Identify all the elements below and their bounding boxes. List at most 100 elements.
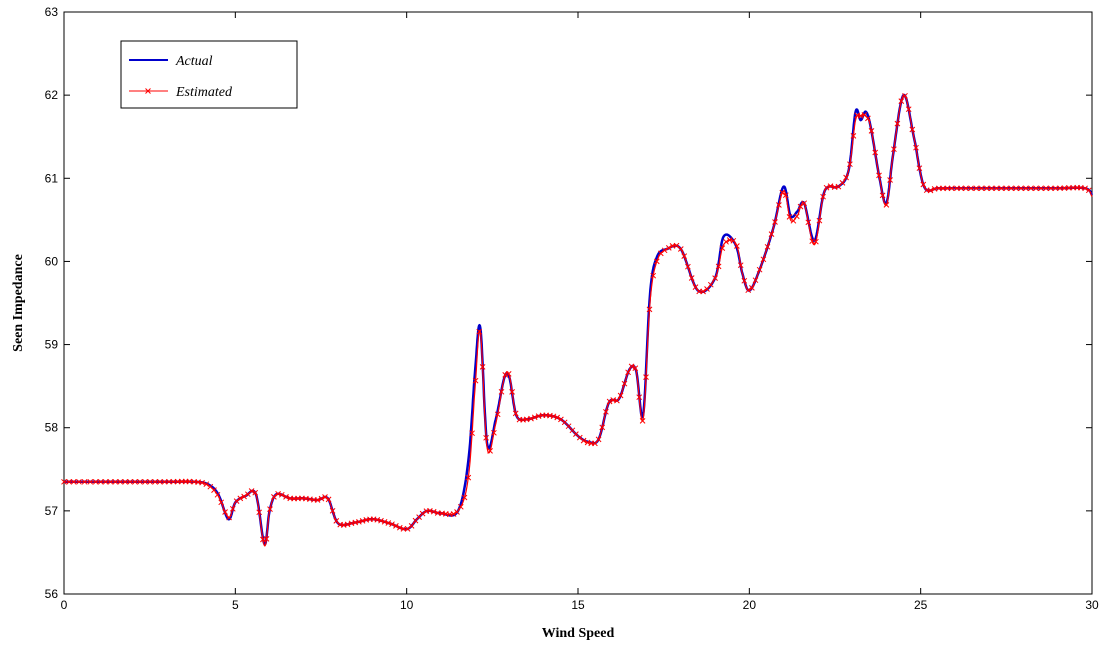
marker-estimated: [764, 243, 771, 250]
marker-estimated: [329, 507, 336, 514]
marker-estimated: [688, 275, 695, 281]
marker-estimated: [92, 478, 99, 485]
marker-estimated: [820, 193, 826, 200]
marker-estimated: [498, 388, 505, 395]
marker-estimated: [142, 478, 148, 485]
marker-estimated: [772, 219, 778, 225]
marker-estimated: [318, 495, 325, 502]
marker-estimated: [876, 172, 882, 179]
marker-estimated: [768, 231, 775, 237]
marker-estimated: [948, 185, 955, 192]
marker-estimated: [252, 489, 259, 496]
marker-estimated: [278, 491, 285, 498]
marker-estimated: [76, 478, 82, 485]
marker-estimated: [944, 185, 951, 192]
marker-estimated: [730, 237, 737, 244]
marker-estimated: [117, 478, 124, 485]
marker-estimated: [214, 491, 221, 498]
marker-estimated: [87, 478, 94, 485]
marker-estimated: [271, 494, 277, 500]
series-markers: [61, 92, 1092, 543]
marker-estimated: [233, 498, 240, 504]
marker-estimated: [389, 521, 395, 528]
marker-estimated: [779, 189, 786, 196]
marker-estimated: [685, 263, 691, 270]
marker-estimated: [229, 505, 236, 512]
marker-estimated: [550, 413, 557, 420]
marker-estimated: [650, 272, 657, 279]
marker-estimated: [157, 478, 163, 485]
marker-estimated: [599, 424, 606, 431]
marker-estimated: [263, 536, 270, 542]
marker-estimated: [700, 288, 706, 295]
y-tick-label: 61: [45, 171, 59, 185]
marker-estimated: [97, 478, 104, 485]
marker-estimated: [102, 478, 109, 485]
marker-estimated: [843, 174, 849, 181]
marker-estimated: [408, 523, 415, 529]
x-tick-label: 30: [1085, 598, 1099, 612]
marker-estimated: [614, 397, 620, 404]
marker-estimated: [325, 496, 332, 503]
marker-estimated: [203, 481, 210, 488]
marker-estimated: [505, 371, 512, 377]
marker-estimated: [1085, 187, 1092, 194]
marker-estimated: [940, 185, 946, 192]
marker-estimated: [465, 474, 472, 481]
marker-estimated: [782, 192, 789, 199]
marker-estimated: [483, 434, 489, 441]
marker-estimated: [66, 478, 72, 485]
marker-estimated: [314, 497, 321, 503]
marker-estimated: [902, 92, 908, 99]
marker-estimated: [606, 398, 613, 405]
marker-estimated: [1057, 185, 1063, 192]
marker-estimated: [509, 389, 515, 395]
marker-estimated: [107, 478, 114, 485]
marker-estimated: [122, 478, 129, 485]
marker-estimated: [805, 219, 812, 226]
marker-estimated: [1066, 185, 1072, 191]
marker-estimated: [719, 245, 726, 251]
marker-estimated: [1008, 185, 1015, 192]
marker-estimated: [132, 478, 138, 485]
plot-frame: [63, 11, 1093, 595]
marker-estimated: [712, 275, 718, 281]
marker-estimated: [1047, 185, 1054, 192]
marker-estimated: [756, 266, 763, 273]
marker-estimated: [491, 429, 497, 436]
marker-estimated: [734, 243, 740, 249]
y-tick-label: 63: [45, 5, 59, 19]
marker-estimated: [430, 508, 437, 515]
marker-estimated: [749, 285, 755, 291]
marker-estimated: [1082, 185, 1088, 192]
marker-estimated: [400, 526, 407, 532]
marker-estimated: [872, 149, 879, 156]
marker-estimated: [865, 115, 871, 122]
marker-estimated: [461, 494, 468, 501]
marker-estimated: [558, 416, 564, 423]
x-tick-label: 20: [743, 598, 757, 612]
marker-estimated: [137, 478, 143, 485]
marker-estimated: [646, 306, 653, 313]
marker-estimated: [760, 256, 767, 263]
y-tick-label: 57: [45, 504, 59, 518]
marker-estimated: [617, 392, 624, 399]
x-axis-label: Wind Speed: [542, 626, 615, 641]
marker-estimated: [625, 369, 631, 376]
marker-estimated: [476, 328, 483, 335]
marker-estimated: [603, 408, 609, 415]
marker-estimated: [715, 263, 722, 270]
marker-estimated: [954, 185, 960, 192]
marker-estimated: [457, 503, 464, 510]
marker-estimated: [127, 478, 133, 485]
x-tick-label: 10: [400, 598, 414, 612]
marker-estimated: [61, 478, 67, 485]
axis-ticks: 0 5 10 15 20 25 30 56 57 58 59 60 61 62 63: [45, 5, 1099, 612]
x-tick-label: 5: [232, 598, 239, 612]
marker-estimated: [958, 185, 964, 192]
marker-estimated: [665, 245, 672, 251]
marker-estimated: [502, 372, 509, 378]
marker-estimated: [737, 262, 744, 269]
marker-estimated: [681, 253, 688, 259]
y-tick-label: 60: [45, 254, 59, 268]
